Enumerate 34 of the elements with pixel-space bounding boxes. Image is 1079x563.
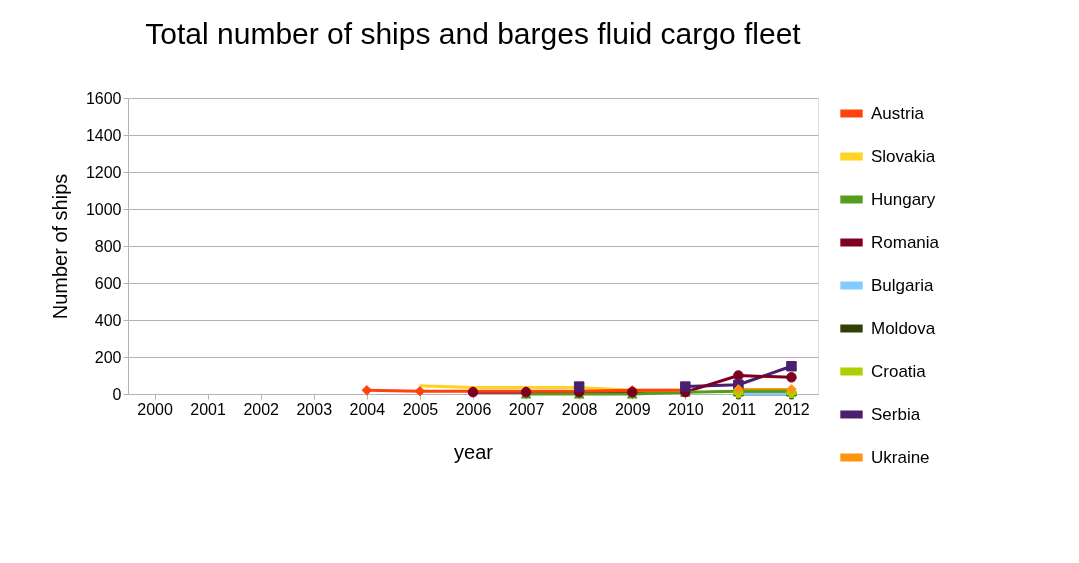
x-tick-label: 2005 — [402, 400, 439, 418]
legend-label: Austria — [871, 103, 925, 123]
y-axis-title: Number of ships — [48, 173, 71, 320]
legend-label: Serbia — [871, 404, 921, 424]
x-tick-label: 2004 — [349, 400, 386, 418]
legend-label: Slovakia — [871, 146, 936, 166]
y-tick-label: 1600 — [85, 89, 122, 107]
legend-label: Romania — [871, 232, 940, 252]
y-tick-label: 400 — [94, 311, 122, 329]
y-tick-label: 0 — [112, 385, 122, 403]
legend-label: Croatia — [871, 361, 927, 381]
y-tick-label: 200 — [94, 348, 122, 366]
x-tick-label: 2000 — [137, 400, 173, 418]
x-tick-label: 2003 — [296, 400, 333, 418]
chart-title: Total number of ships and barges fluid cargo fleet — [145, 17, 802, 50]
x-tick-label: 2011 — [721, 400, 757, 418]
y-tick-label: 800 — [94, 237, 122, 255]
x-tick-label: 2010 — [668, 400, 704, 418]
x-tick-label: 2006 — [455, 400, 492, 418]
legend-label: Moldova — [871, 318, 936, 338]
x-tick-label: 2009 — [614, 400, 651, 418]
x-tick-label: 2001 — [190, 400, 227, 418]
legend-label: Bulgaria — [871, 275, 934, 295]
y-tick-label: 1400 — [85, 126, 122, 144]
x-tick-label: 2002 — [243, 400, 280, 418]
y-tick-label: 600 — [94, 274, 122, 292]
x-tick-label: 2012 — [774, 400, 810, 418]
y-tick-label: 1200 — [85, 163, 122, 181]
x-axis-title: year — [454, 440, 494, 463]
legend-label: Hungary — [871, 189, 936, 209]
y-tick-label: 1000 — [85, 200, 122, 218]
x-tick-label: 2007 — [508, 400, 545, 418]
legend-label: Ukraine — [871, 447, 930, 467]
x-tick-label: 2008 — [561, 400, 598, 418]
